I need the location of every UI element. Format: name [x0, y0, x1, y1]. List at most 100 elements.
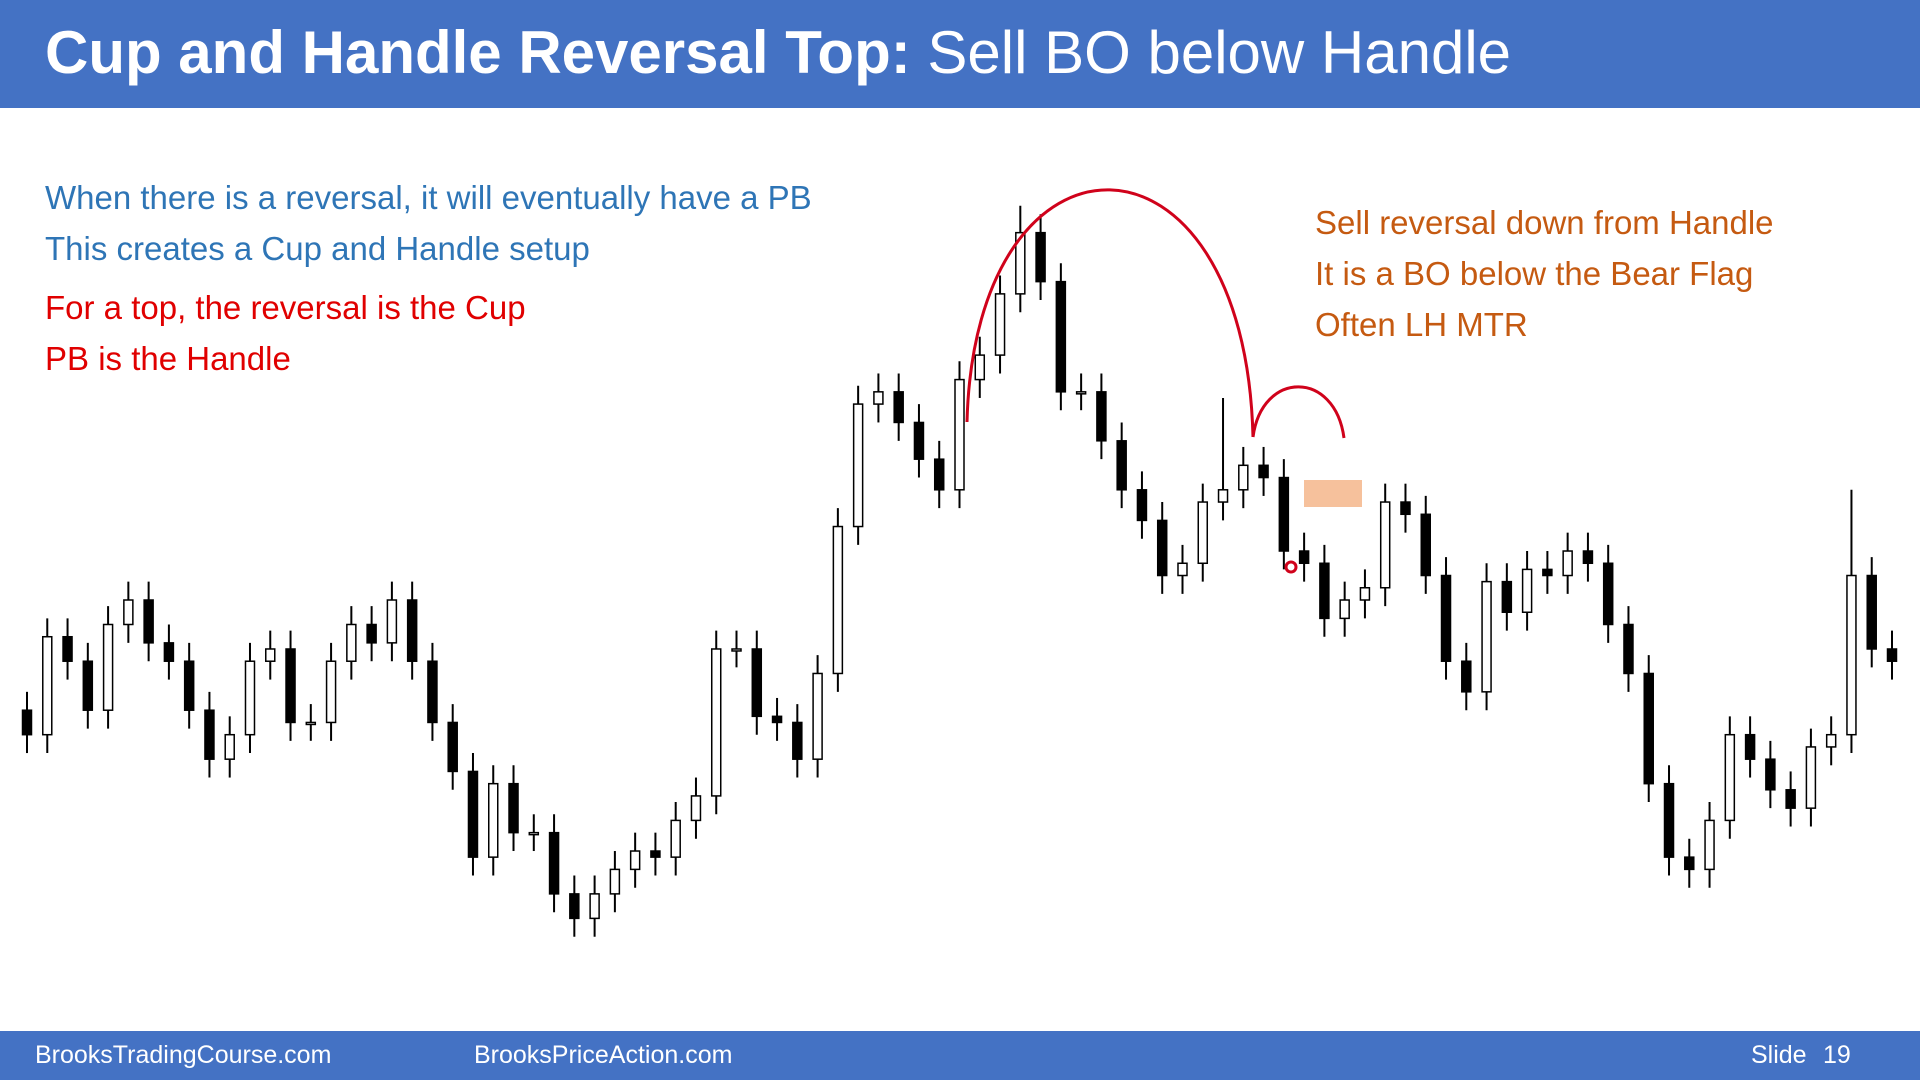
candle-body	[123, 599, 134, 626]
candle-body	[1866, 574, 1877, 650]
candle-body	[1015, 231, 1026, 295]
candle-body	[1055, 280, 1067, 393]
candle-body	[1440, 574, 1452, 662]
cursor-dot	[1284, 560, 1298, 574]
candle-body	[1602, 562, 1614, 626]
candle-body	[1542, 568, 1553, 577]
note-line: Sell reversal down from Handle	[1315, 204, 1774, 241]
red-note: For a top, the reversal is the Cup PB is…	[45, 282, 526, 384]
candle-body	[1197, 501, 1209, 565]
candle-body	[1177, 562, 1188, 577]
candle-body	[1785, 789, 1796, 809]
footer-bar: BrooksTradingCourse.com BrooksPriceActio…	[0, 1031, 1920, 1080]
candle-body	[244, 660, 256, 736]
candle-body	[650, 850, 661, 858]
candle-body	[812, 672, 823, 760]
candle-body	[710, 648, 722, 797]
candle-body	[1116, 440, 1127, 491]
candle-body	[1400, 501, 1411, 516]
candle-body	[21, 709, 33, 736]
candle-body	[1663, 782, 1675, 858]
title-bold: Cup and Handle Reversal Top:	[45, 19, 911, 86]
candle-body	[528, 831, 540, 836]
candle-body	[62, 635, 73, 662]
candle-body	[1704, 819, 1715, 871]
candle-body	[1339, 599, 1350, 620]
candle-body	[751, 648, 763, 718]
slide-label: Slide	[1751, 1041, 1807, 1069]
candle-body	[265, 648, 276, 662]
candle-body	[508, 782, 519, 834]
handle-arc	[1251, 385, 1346, 439]
title-rest: Sell BO below Handle	[927, 19, 1512, 86]
candle-body	[183, 660, 195, 711]
candle-body	[893, 391, 904, 424]
blue-note: When there is a reversal, it will eventu…	[45, 172, 812, 274]
note-line: This creates a Cup and Handle setup	[45, 230, 590, 267]
note-line: When there is a reversal, it will eventu…	[45, 179, 812, 216]
orange-note: Sell reversal down from Handle It is a B…	[1315, 197, 1774, 350]
candle-body	[1684, 856, 1695, 871]
candle-body	[913, 421, 925, 460]
candle-body	[1379, 501, 1391, 589]
candle-body	[690, 795, 702, 822]
candle-body	[1319, 562, 1330, 620]
candle-body	[589, 893, 600, 920]
candle-body	[1156, 519, 1168, 577]
candle-body	[325, 660, 337, 724]
candle-body	[82, 660, 94, 711]
candle-body	[1643, 672, 1654, 785]
candle-body	[1035, 231, 1046, 283]
candle-body	[488, 782, 499, 858]
candle-body	[366, 623, 377, 644]
candle-body	[1258, 464, 1269, 479]
candle-body	[974, 354, 986, 381]
footer-site: BrooksTradingCourse.com	[35, 1041, 332, 1069]
candle-body	[1562, 550, 1573, 577]
candle-body	[447, 721, 458, 773]
candle-body	[224, 733, 235, 760]
candle-body	[1096, 391, 1107, 442]
candle-body	[1744, 733, 1756, 760]
note-line: PB is the Handle	[45, 340, 291, 377]
candle-body	[386, 599, 398, 644]
candles	[21, 205, 1898, 937]
candle-body	[629, 850, 641, 871]
candle-body	[832, 525, 844, 675]
candle-body	[1846, 574, 1857, 736]
candle-body	[285, 648, 296, 724]
candle-body	[609, 868, 621, 895]
candle-body	[1623, 623, 1634, 675]
slide-title: Cup and Handle Reversal Top: Sell BO bel…	[45, 18, 1511, 87]
candle-body	[1481, 580, 1492, 693]
candle-body	[670, 819, 681, 858]
footer-site: BrooksPriceAction.com	[474, 1041, 733, 1069]
candle-body	[1825, 733, 1837, 748]
candle-body	[102, 623, 114, 711]
candle-body	[1075, 391, 1087, 395]
candle-body	[163, 642, 175, 662]
candle-body	[994, 293, 1006, 356]
candle-body	[852, 403, 864, 528]
candle-body	[1298, 550, 1310, 565]
candle-body	[1420, 513, 1431, 577]
candle-body	[1461, 660, 1472, 693]
candle-body	[1278, 476, 1290, 552]
candle-body	[1724, 733, 1736, 822]
candle-body	[771, 715, 783, 724]
candle-body	[1136, 489, 1148, 522]
candle-body	[204, 709, 215, 760]
candle-body	[873, 391, 884, 405]
candle-body	[1765, 758, 1776, 791]
candle-body	[42, 635, 53, 736]
cup-arc	[965, 188, 1255, 438]
candle-body	[548, 831, 560, 895]
note-line: For a top, the reversal is the Cup	[45, 289, 526, 326]
candle-body	[569, 893, 580, 920]
slide-number: 19	[1823, 1041, 1851, 1069]
candle-body	[1238, 464, 1249, 491]
note-line: It is a BO below the Bear Flag	[1315, 255, 1754, 292]
candle-body	[305, 721, 317, 726]
candle-body	[933, 458, 945, 491]
